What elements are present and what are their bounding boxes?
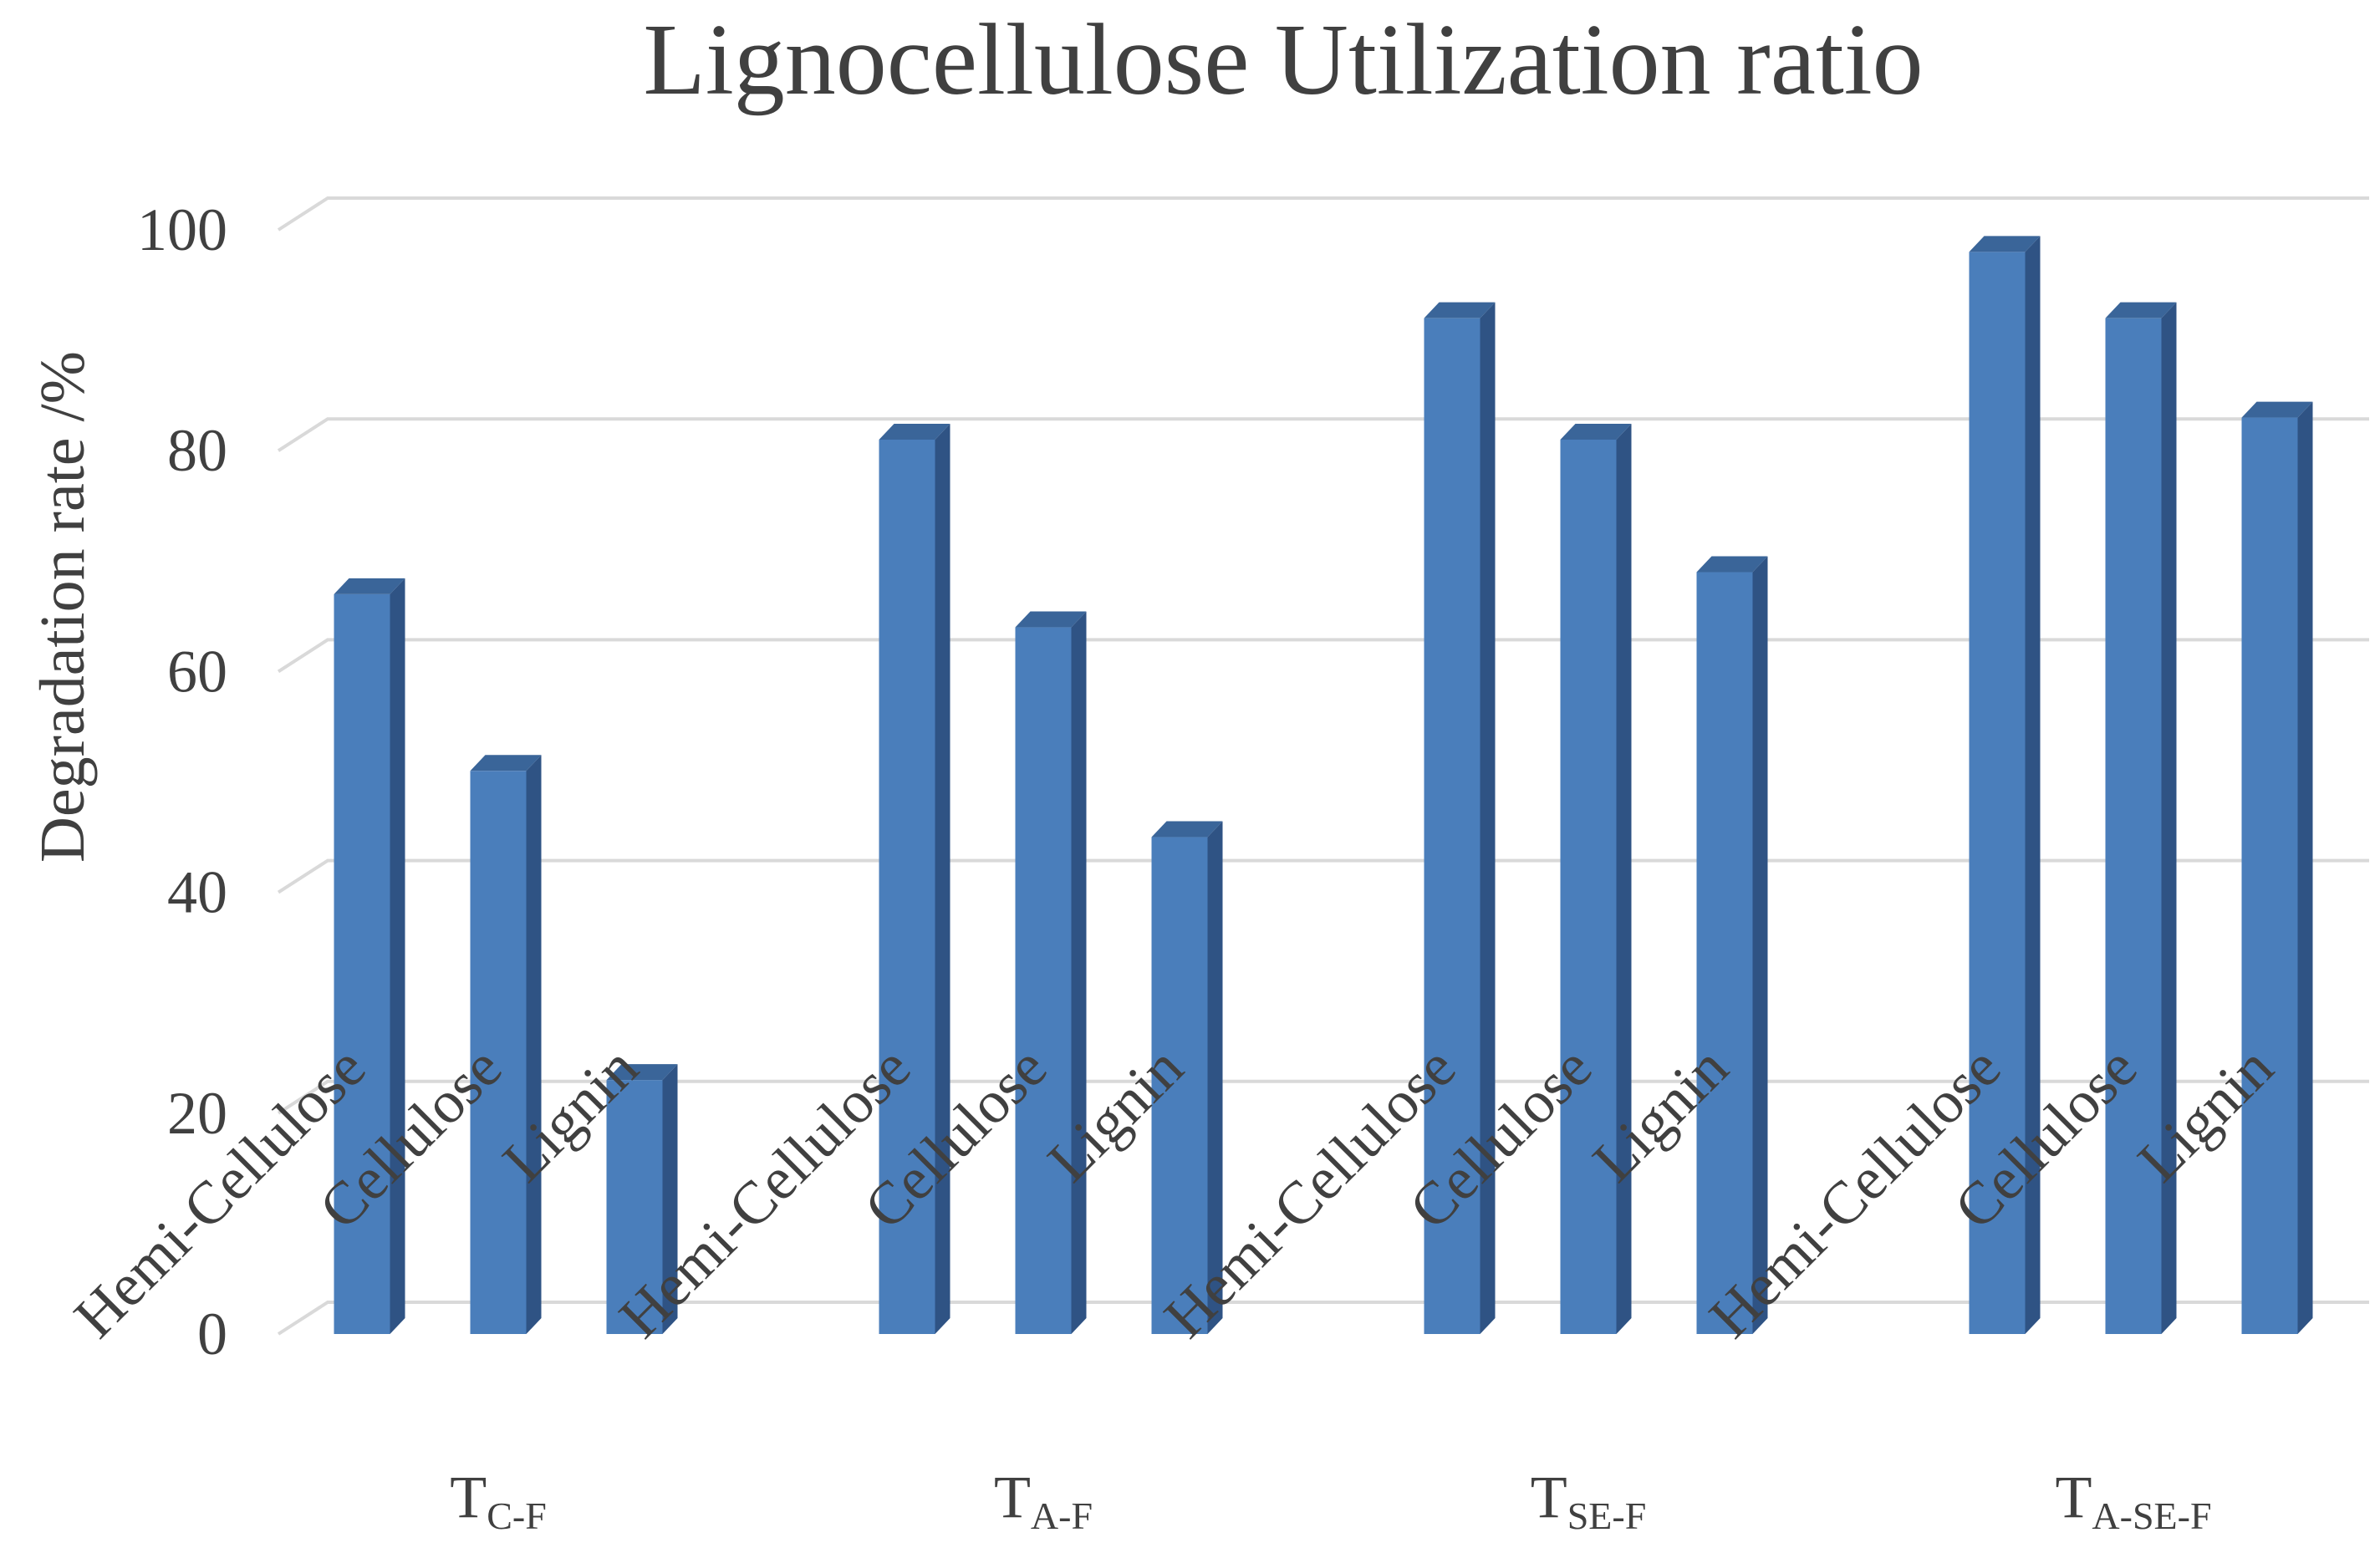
bar-front [879, 439, 935, 1334]
bar [1696, 556, 1768, 1334]
bar-top [470, 755, 542, 771]
bar [879, 423, 950, 1334]
group-label-main: T [2055, 1464, 2092, 1530]
bar [470, 755, 542, 1334]
bar-side [1616, 423, 1632, 1334]
gridline [277, 417, 2369, 452]
bar [606, 1064, 678, 1334]
bars [334, 236, 2313, 1335]
bar-side [662, 1064, 678, 1334]
bar [2105, 302, 2177, 1335]
bar-top [1696, 556, 1768, 573]
bar-front [1424, 318, 1480, 1335]
bar-top [2105, 302, 2177, 318]
bar-side [2161, 302, 2177, 1335]
bar-front [606, 1080, 663, 1334]
gridline [277, 858, 2369, 894]
bar-front [470, 771, 527, 1334]
bar-top [1151, 821, 1223, 838]
gridline [277, 196, 2369, 232]
chart-title: Lignocellulose Utilization ratio [643, 3, 1923, 116]
y-tick-labels: 0 20 40 60 80 100 [137, 196, 227, 1367]
bar-front [1560, 439, 1617, 1334]
group-label-sub: A-F [1031, 1494, 1093, 1537]
bar [1424, 302, 1496, 1335]
bar-side [935, 423, 950, 1334]
group-label: TA-SE-F [2055, 1464, 2211, 1537]
y-tick-label: 80 [167, 417, 227, 484]
bar-top [1015, 611, 1087, 628]
bar-top [879, 423, 950, 440]
y-axis-label: Degradation rate /% [28, 351, 98, 863]
group-label-sub: SE-F [1567, 1494, 1647, 1537]
y-tick-label: 20 [167, 1080, 227, 1147]
bar-side [1480, 302, 1496, 1335]
group-label: TC-F [450, 1464, 547, 1537]
bar-side [2025, 236, 2041, 1334]
bar [1151, 821, 1223, 1334]
bar-top [1560, 423, 1632, 440]
bar-top [606, 1064, 678, 1081]
bar-top [334, 578, 405, 594]
bar [1969, 236, 2041, 1334]
bar-side [526, 755, 542, 1334]
bar-side [390, 578, 405, 1334]
bar-front [1969, 252, 2026, 1334]
gridlines [277, 196, 2369, 1336]
bar-front [1696, 572, 1753, 1334]
group-label: TA-F [994, 1464, 1093, 1537]
gridline [277, 1301, 2369, 1336]
bar [334, 578, 405, 1334]
bar-top [2241, 401, 2313, 418]
bar-front [1151, 837, 1208, 1334]
y-tick-label: 100 [137, 196, 227, 263]
bar-front [2105, 318, 2162, 1335]
group-label-main: T [994, 1464, 1031, 1530]
y-tick-label: 60 [167, 638, 227, 705]
gridline [277, 1079, 2369, 1115]
bar-side [1071, 611, 1087, 1334]
bar-side [1752, 556, 1768, 1334]
gridline [277, 638, 2369, 674]
bar-front [334, 593, 390, 1334]
bar-front [1015, 627, 1072, 1334]
bar [2241, 401, 2313, 1334]
bar-front [2241, 417, 2298, 1334]
group-labels: TC-F TA-F TSE-F TA-SE-F [450, 1464, 2211, 1537]
group-label-sub: C-F [487, 1494, 547, 1537]
y-tick-label: 0 [197, 1301, 227, 1367]
group-label-sub: A-SE-F [2092, 1494, 2211, 1537]
bar-top [1969, 236, 2041, 252]
bar [1560, 423, 1632, 1334]
bar [1015, 611, 1087, 1334]
bar-side [1207, 821, 1223, 1334]
group-label-main: T [450, 1464, 487, 1530]
bar-top [1424, 302, 1496, 318]
group-label-main: T [1531, 1464, 1567, 1530]
bar-side [2297, 401, 2313, 1334]
y-tick-label: 40 [167, 859, 227, 926]
group-label: TSE-F [1531, 1464, 1647, 1537]
